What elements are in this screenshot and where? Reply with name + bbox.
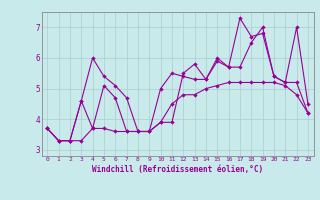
X-axis label: Windchill (Refroidissement éolien,°C): Windchill (Refroidissement éolien,°C) <box>92 165 263 174</box>
